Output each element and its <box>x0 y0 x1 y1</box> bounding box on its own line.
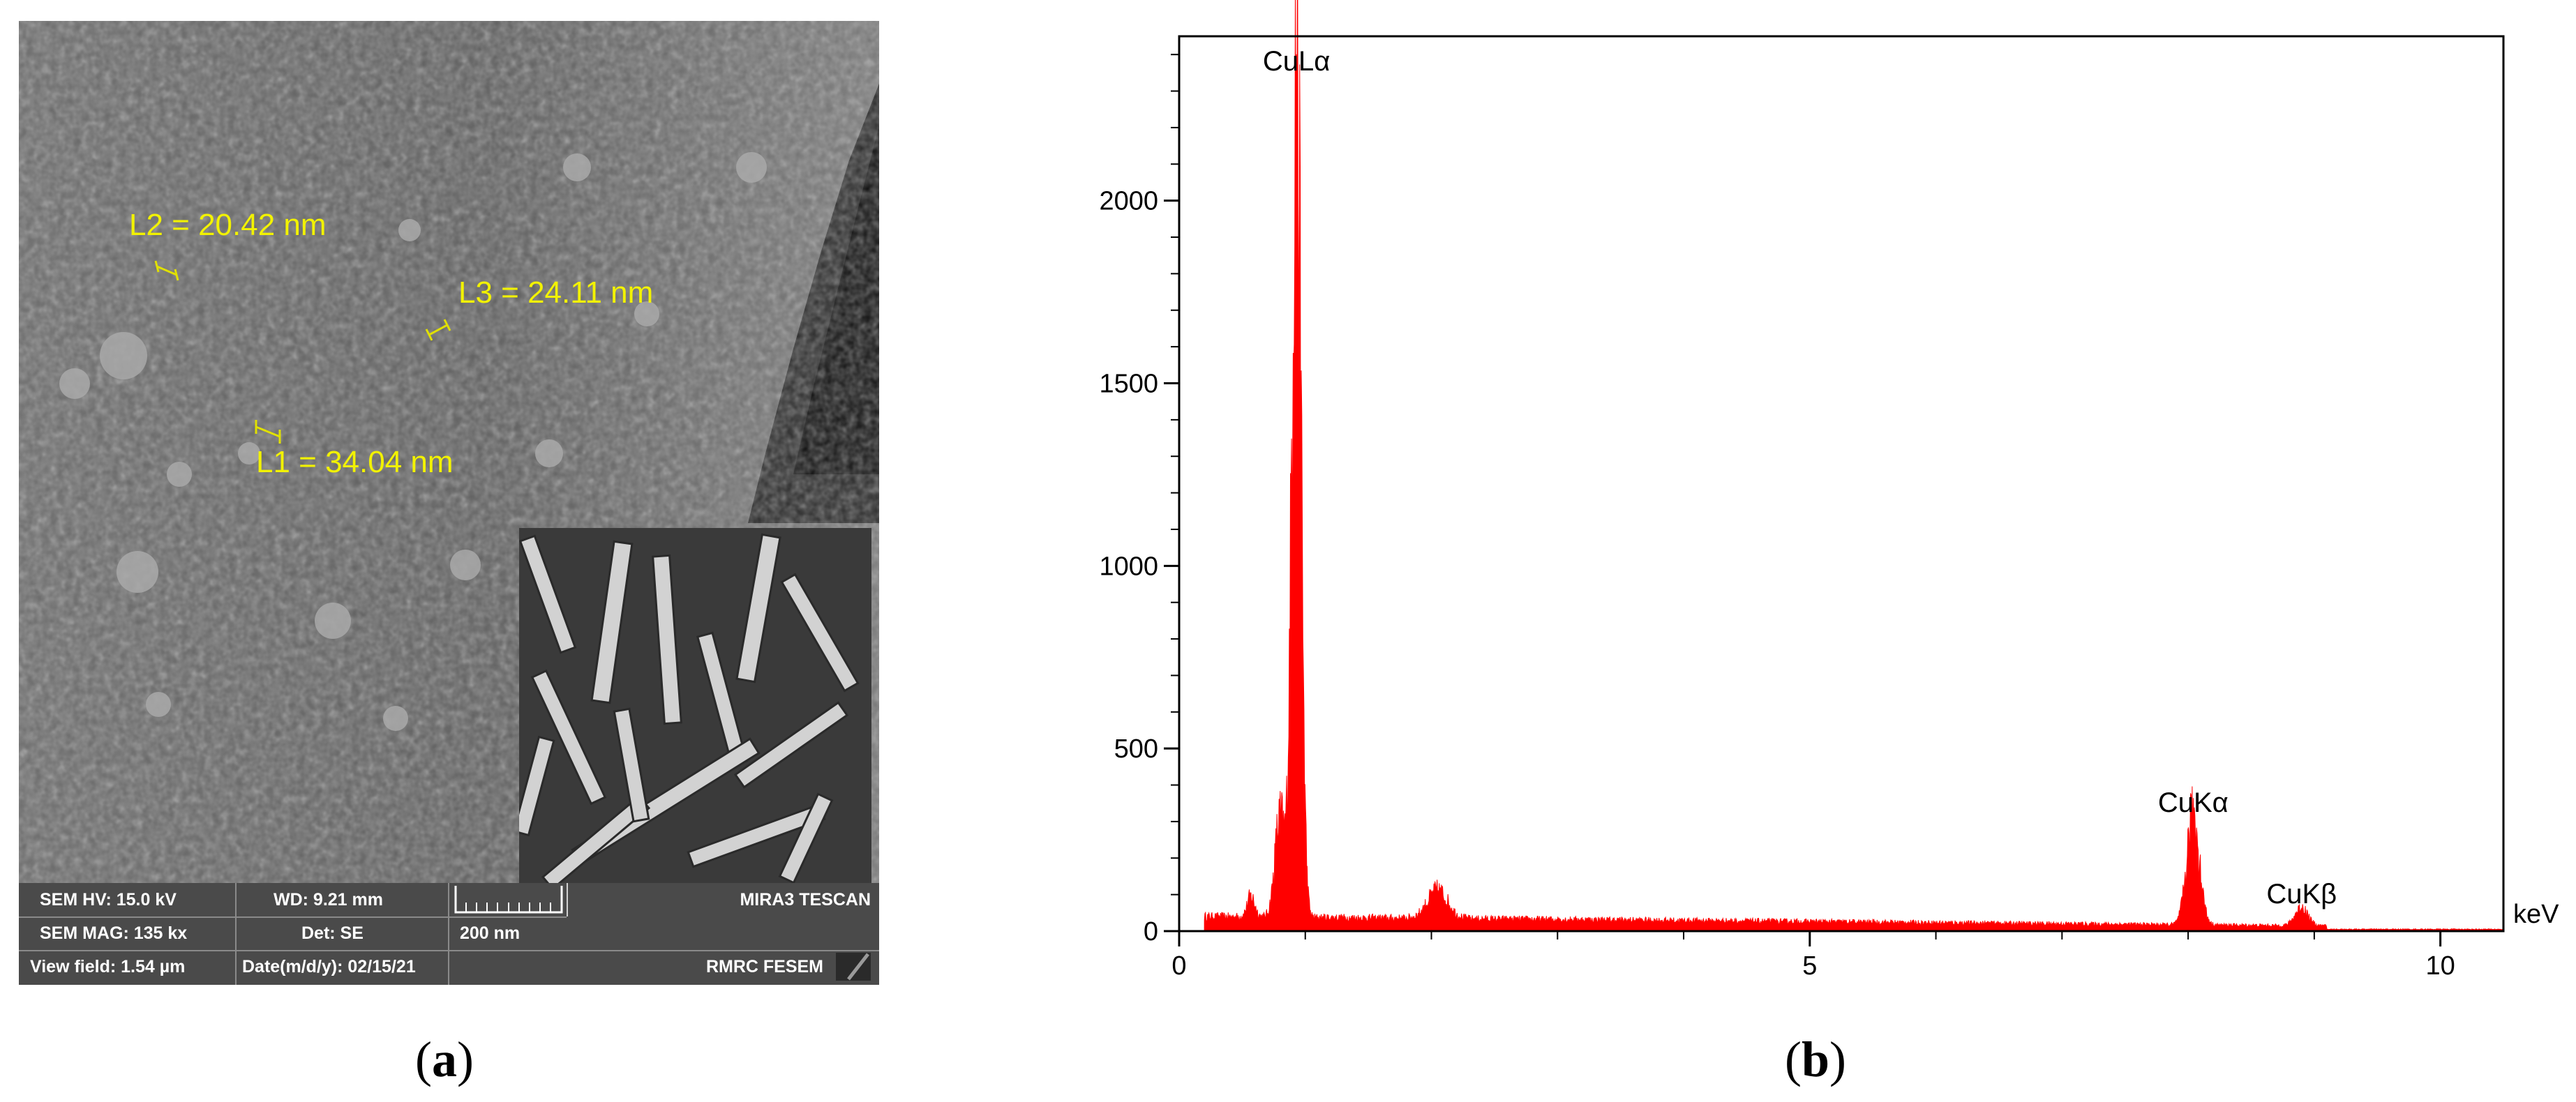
measurement-markers <box>154 260 451 444</box>
y-tick-label: 0 <box>1144 917 1158 946</box>
y-tick-label: 2000 <box>1099 187 1158 216</box>
fesem-logo <box>836 953 871 981</box>
x-tick-label: 0 <box>1171 951 1186 981</box>
x-axis-label: keV <box>2513 900 2559 929</box>
info-divider <box>19 950 879 951</box>
y-tick-label: 500 <box>1114 734 1158 764</box>
x-tick-label: 5 <box>1802 951 1817 981</box>
panel-label-a: (a) <box>415 1032 474 1087</box>
spectrum-series <box>1204 0 2504 932</box>
peak-label: CuKβ <box>2266 879 2337 909</box>
peak-label: CuLα <box>1263 46 1331 77</box>
view-field: View field: 1.54 µm <box>30 957 186 976</box>
plot-frame <box>1178 35 2505 933</box>
x-tick-label: 10 <box>2425 951 2455 981</box>
measurement-label-l1: L1 = 34.04 nm <box>256 445 454 479</box>
info-divider <box>567 883 568 916</box>
peak-label: CuKα <box>2158 787 2229 818</box>
sem-micrograph <box>19 21 879 883</box>
particles <box>59 152 767 731</box>
measurement-label-l3: L3 = 24.11 nm <box>458 276 654 310</box>
sem-panel: L2 = 20.42 nm L3 = 24.11 nm L1 = 34.04 n… <box>19 21 879 985</box>
label-layer: CuLα CuKα CuKβ <box>1263 46 2337 909</box>
sem-hv: SEM HV: 15.0 kV <box>40 890 177 909</box>
working-distance: WD: 9.21 mm <box>274 890 383 909</box>
sem-info-bar: SEM HV: 15.0 kV WD: 9.21 mm MIRA3 TESCAN… <box>19 883 879 985</box>
sem-mag: SEM MAG: 135 kx <box>40 923 188 943</box>
detector: Det: SE <box>301 923 364 943</box>
info-divider <box>448 883 449 985</box>
y-tick-label: 1000 <box>1099 552 1158 581</box>
acquisition-date: Date(m/d/y): 02/15/21 <box>242 957 416 976</box>
scale-bar-label: 200 nm <box>460 923 521 943</box>
scale-bar <box>454 886 563 914</box>
panel-label-b: (b) <box>1785 1032 1847 1087</box>
brand: MIRA3 TESCAN <box>740 890 871 909</box>
series-layer <box>1204 0 2504 932</box>
eds-plot: 0 500 1000 1500 2000 0 5 10 keV CuLα CuKα CuKβ <box>1099 0 2559 981</box>
axis-layer: 0 500 1000 1500 2000 0 5 10 keV <box>1099 54 2559 981</box>
info-divider <box>19 916 567 918</box>
eds-spectrum-chart: 0 500 1000 1500 2000 0 5 10 keV CuLα CuKα CuKβ <box>1047 0 2575 1004</box>
measurement-label-l2: L2 = 20.42 nm <box>129 208 327 242</box>
y-tick-label: 1500 <box>1099 369 1158 398</box>
lab-name: RMRC FESEM <box>705 957 823 976</box>
inset-micrograph <box>519 528 871 884</box>
info-divider <box>235 883 237 985</box>
